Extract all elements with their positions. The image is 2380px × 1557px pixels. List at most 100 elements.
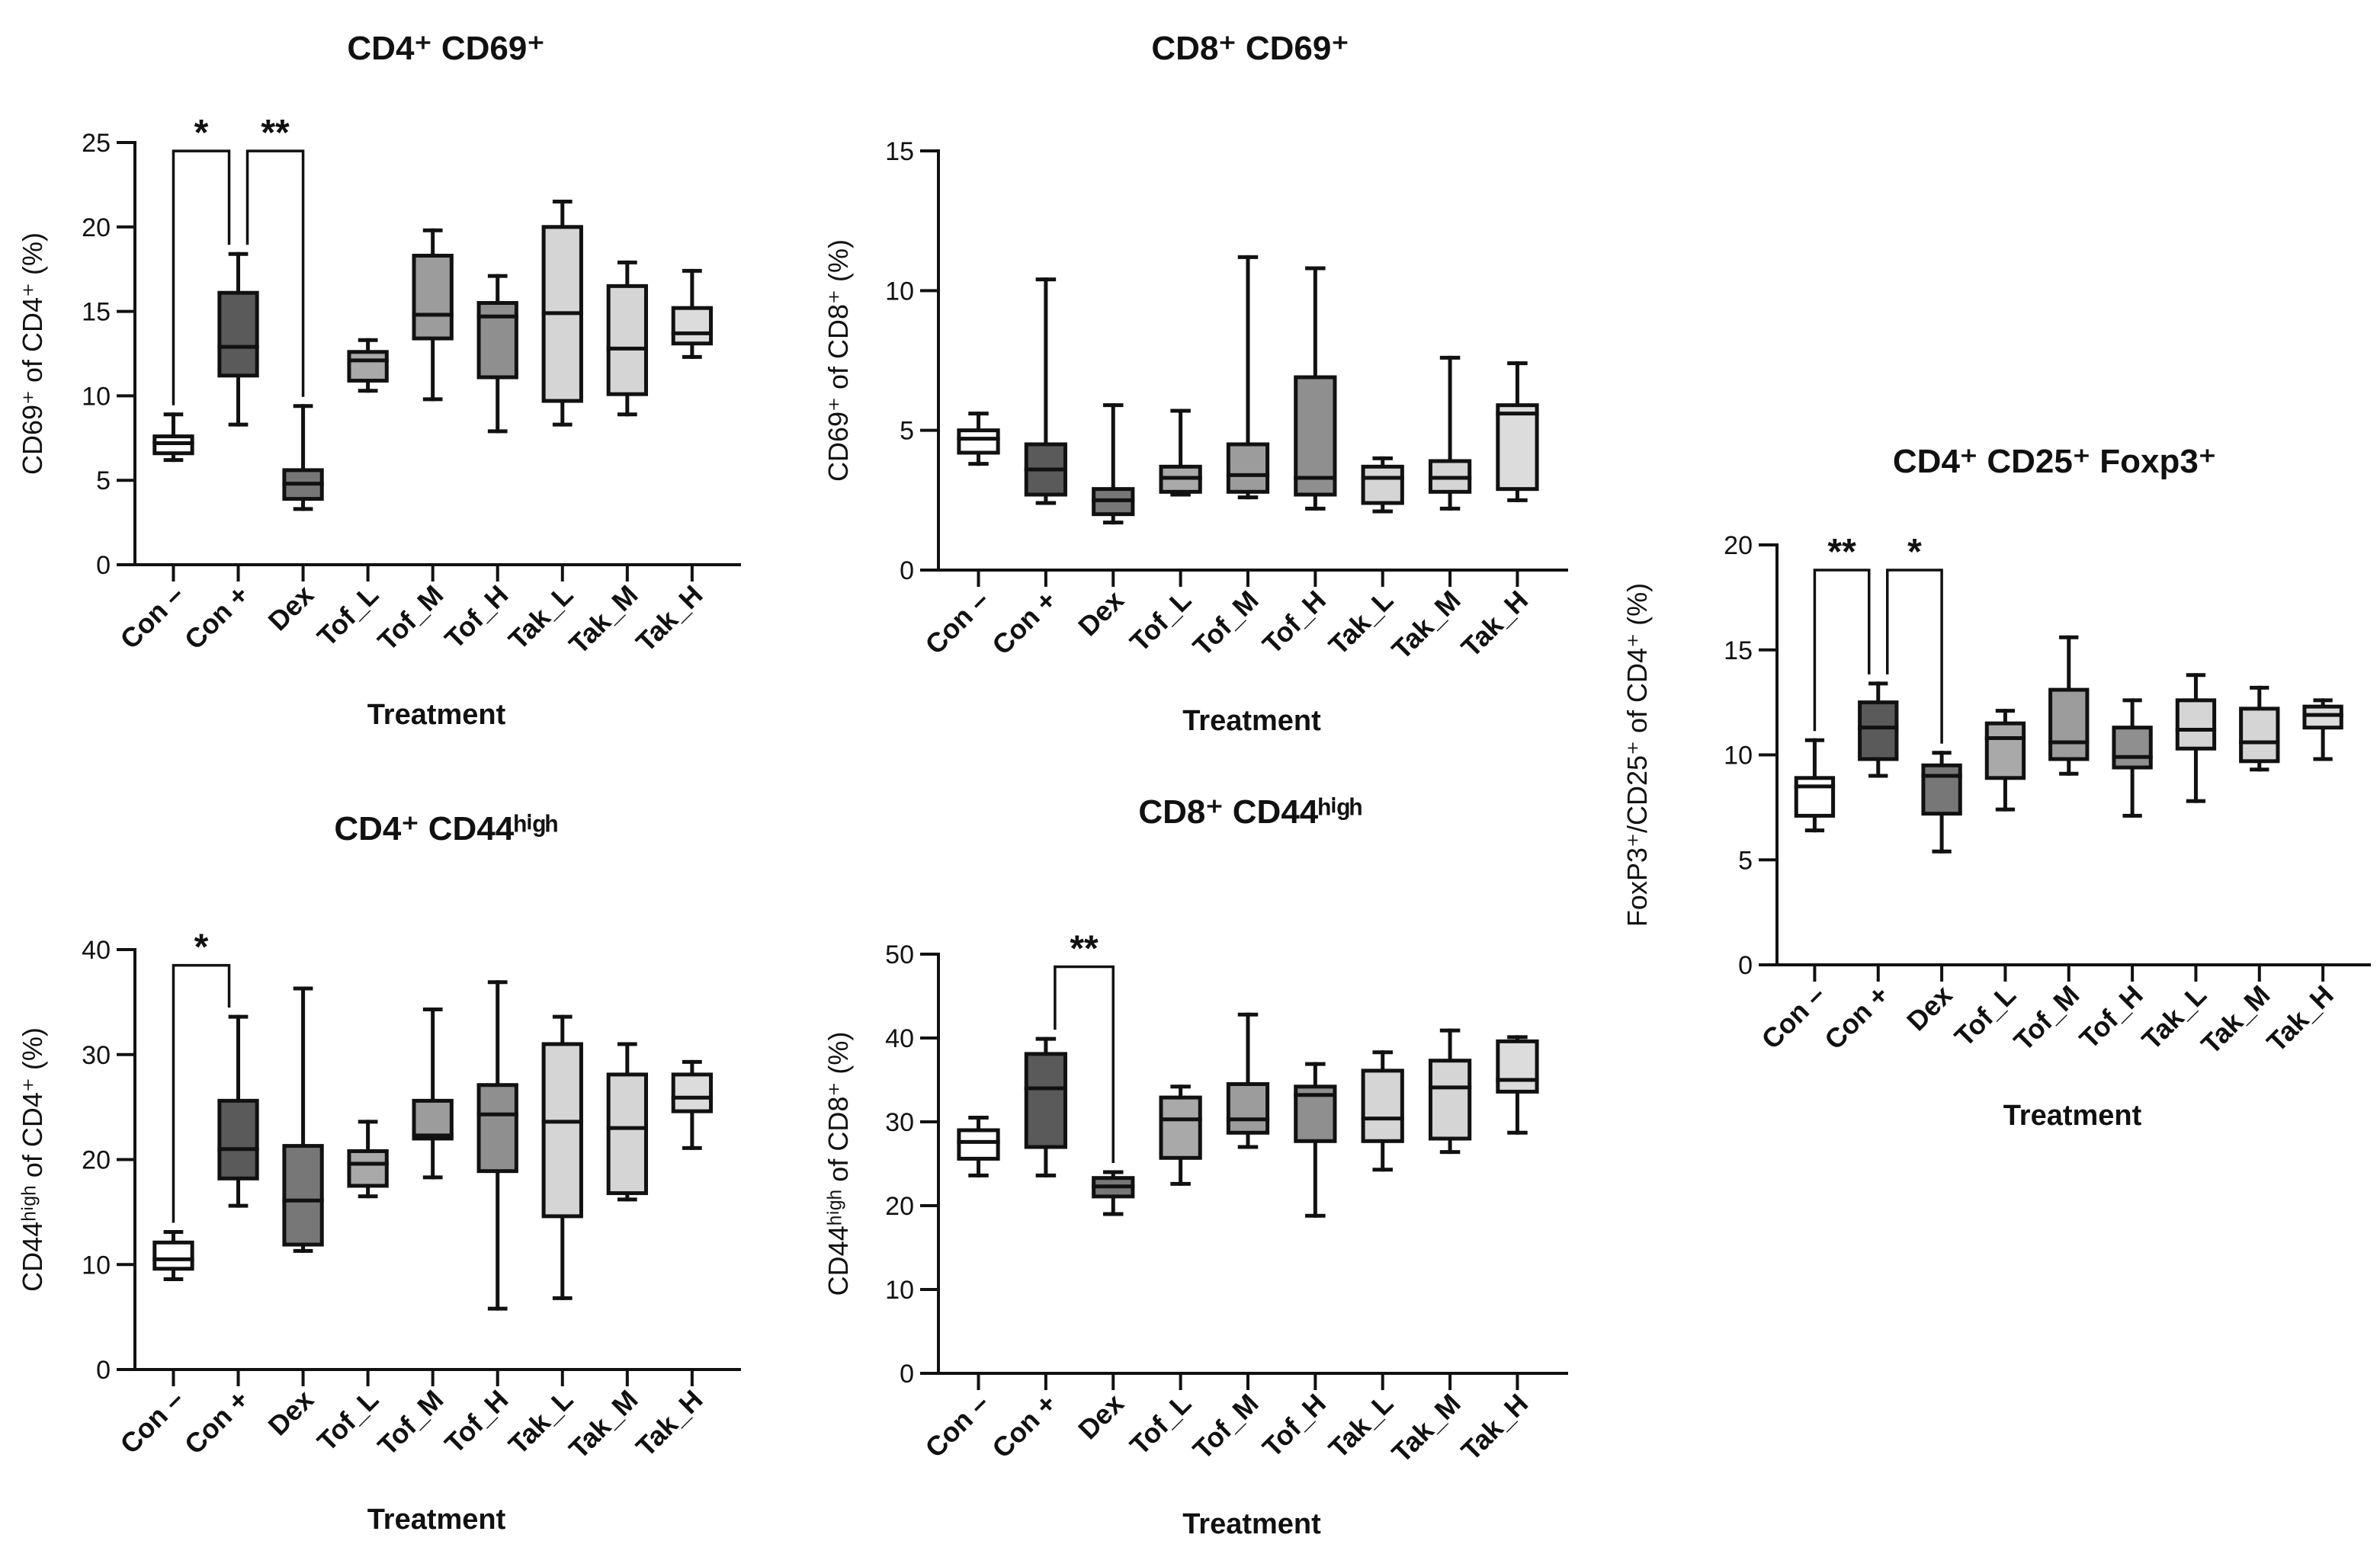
chart-title: CD8⁺ CD44ʰⁱᵍʰ xyxy=(1138,793,1362,831)
box-dex xyxy=(1092,403,1135,525)
category-label-con: Con + xyxy=(178,579,255,655)
box-tak-l xyxy=(1361,456,1404,514)
y-tick-label: 10 xyxy=(885,277,914,306)
box-iqr xyxy=(1921,763,1962,816)
category-label-con: Con – xyxy=(114,579,190,655)
y-tick-label: 0 xyxy=(900,556,914,585)
box-tof-h xyxy=(476,980,518,1311)
box-iqr xyxy=(1294,375,1337,497)
box-iqr xyxy=(476,301,518,380)
box-iqr xyxy=(2239,706,2280,764)
y-tick-label: 5 xyxy=(1738,846,1753,875)
box-iqr xyxy=(1024,1052,1068,1149)
box-tof-h xyxy=(1294,1062,1337,1218)
chart-cd8_cd44high: CD8⁺ CD44ʰⁱᵍʰ CD44ʰⁱᵍʰ of CD8⁺ (%) Treatme… xyxy=(823,793,1568,1540)
box-iqr xyxy=(412,1098,454,1141)
box-con xyxy=(1858,681,1899,778)
box-iqr xyxy=(1226,1082,1270,1135)
category-label-tof-l: Tof_L xyxy=(1949,979,2022,1052)
category-label-tak-l: Tak_L xyxy=(1323,1388,1400,1465)
box-iqr xyxy=(541,1042,583,1219)
bracket-line xyxy=(1054,965,1115,1163)
chart-cd4_cd69: CD4⁺ CD69⁺ CD69⁺ of CD4⁺ (%) Treatment 0 5 10… xyxy=(17,30,741,731)
box-dex xyxy=(282,986,324,1253)
category-label-dex: Dex xyxy=(1072,1388,1130,1446)
significance-label: ** xyxy=(1070,929,1099,969)
chart-title: CD4⁺ CD44ʰⁱᵍʰ xyxy=(334,810,557,847)
category-label-con: Con – xyxy=(919,585,995,661)
box-tak-h xyxy=(1496,361,1539,502)
y-axis-title: CD69⁺ of CD8⁺ (%) xyxy=(823,239,854,482)
box-iqr xyxy=(2048,687,2090,761)
y-tick-label: 20 xyxy=(885,1192,914,1221)
bracket-line xyxy=(245,149,305,397)
box-iqr xyxy=(957,1128,1000,1161)
box-iqr xyxy=(152,1240,194,1271)
box-iqr xyxy=(1984,721,2026,780)
y-tick-label: 20 xyxy=(1724,531,1753,560)
x-axis-title: Treatment xyxy=(367,1504,506,1536)
box-tak-l xyxy=(541,1014,583,1300)
significance-bracket: ** xyxy=(1813,532,1871,732)
x-axis-title: Treatment xyxy=(367,699,506,731)
x-axis-title: Treatment xyxy=(1182,705,1321,737)
category-label-tof-m: Tof_M xyxy=(371,579,449,657)
box-con xyxy=(957,1116,1000,1177)
category-label-dex: Dex xyxy=(1072,585,1130,642)
y-tick-label: 15 xyxy=(1724,636,1753,665)
box-iqr xyxy=(476,1083,518,1174)
y-tick-label: 50 xyxy=(885,940,914,969)
box-iqr xyxy=(1794,776,1836,818)
box-iqr xyxy=(412,253,454,341)
box-iqr xyxy=(217,290,259,378)
category-label-tof-l: Tof_L xyxy=(311,1384,384,1457)
box-iqr xyxy=(2112,726,2153,770)
box-tak-l xyxy=(541,200,583,427)
category-label-tof-l: Tof_L xyxy=(311,579,384,652)
category-label-tak-h: Tak_H xyxy=(1455,1388,1535,1467)
box-iqr xyxy=(2175,698,2217,751)
box-dex xyxy=(1921,751,1962,854)
box-iqr xyxy=(606,1072,648,1196)
y-tick-label: 25 xyxy=(82,129,111,158)
category-label-tak-h: Tak_H xyxy=(630,579,709,658)
box-tak-h xyxy=(1496,1035,1539,1135)
category-label-tof-m: Tof_M xyxy=(1187,1388,1265,1466)
y-tick-label: 20 xyxy=(82,1146,111,1175)
category-label-tof-l: Tof_L xyxy=(1124,585,1197,658)
category-label-tak-m: Tak_M xyxy=(1385,585,1466,665)
box-iqr xyxy=(1428,1059,1472,1141)
category-label-tak-h: Tak_H xyxy=(1455,585,1535,664)
box-con xyxy=(217,1014,259,1208)
y-tick-label: 0 xyxy=(900,1360,914,1389)
box-iqr xyxy=(217,1098,259,1181)
category-label-tof-m: Tof_M xyxy=(2007,979,2085,1057)
box-iqr xyxy=(1361,1068,1404,1143)
chart-title: CD4⁺ CD69⁺ xyxy=(347,30,544,67)
significance-label: ** xyxy=(261,113,290,153)
category-label-tak-l: Tak_L xyxy=(502,579,579,656)
significance-bracket: ** xyxy=(245,113,305,397)
category-label-con: Con + xyxy=(178,1384,255,1460)
y-tick-label: 40 xyxy=(82,936,111,965)
box-tof-l xyxy=(1984,709,2026,812)
category-label-tof-h: Tof_H xyxy=(438,1384,514,1459)
category-label-con: Con – xyxy=(919,1388,995,1464)
y-tick-label: 30 xyxy=(885,1108,914,1137)
box-con xyxy=(217,251,259,427)
significance-bracket: * xyxy=(172,113,231,405)
box-tof-m xyxy=(412,228,454,402)
y-tick-label: 0 xyxy=(96,1356,111,1385)
box-con xyxy=(1794,738,1836,833)
box-tak-m xyxy=(606,260,648,417)
chart-cd8_cd69: CD8⁺ CD69⁺ CD69⁺ of CD8⁺ (%) Treatment 0 5 10… xyxy=(823,30,1568,737)
category-label-tof-h: Tof_H xyxy=(438,579,514,655)
box-tak-l xyxy=(2175,673,2217,803)
box-tak-l xyxy=(1361,1050,1404,1172)
y-axis-title: CD44ʰⁱᵍʰ of CD4⁺ (%) xyxy=(17,1027,48,1292)
y-tick-label: 0 xyxy=(1738,951,1753,980)
y-axis-title: CD69⁺ of CD4⁺ (%) xyxy=(17,232,48,475)
box-iqr xyxy=(347,1149,389,1188)
category-label-tak-l: Tak_L xyxy=(1323,585,1400,662)
